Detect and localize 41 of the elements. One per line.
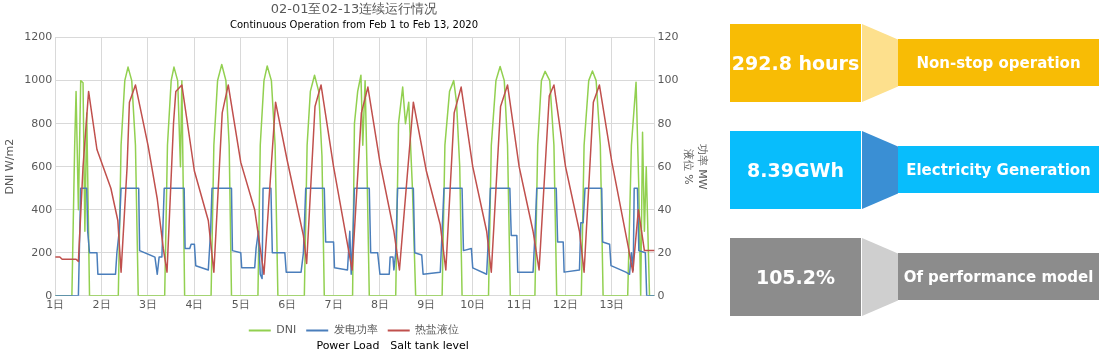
x-tick-label: 11日 <box>506 298 532 312</box>
y2-tick-label: 40 <box>657 202 672 216</box>
x-tick-label: 2日 <box>92 298 111 312</box>
y-tick-label: 1000 <box>24 73 53 87</box>
text: Of performance model <box>898 253 1099 300</box>
y2-tick-label: 100 <box>657 73 679 87</box>
y-axis-title: DNI W/m2 <box>3 138 17 195</box>
text: Non-stop operation <box>898 39 1099 86</box>
text: 8.39GWh <box>730 131 861 209</box>
legend-label: DNI <box>276 323 297 337</box>
x-tick-label: 7日 <box>324 298 343 312</box>
y2-tick-label: 60 <box>657 159 672 173</box>
x-tick-label: 6日 <box>278 298 297 312</box>
x-tick-label: 12日 <box>553 298 579 312</box>
x-tick-label: 8日 <box>370 298 389 312</box>
y2-tick-label: 20 <box>657 245 672 259</box>
text: Electricity Generation <box>898 146 1099 193</box>
chart-subtitle: Continuous Operation from Feb 1 to Feb 13, 2020 <box>229 19 479 31</box>
y-tick-label: 600 <box>31 159 53 173</box>
x-tick-label: 9日 <box>417 298 436 312</box>
x-tick-label: 1日 <box>46 298 65 312</box>
y-tick-label: 200 <box>31 245 53 259</box>
y-tick-label: 400 <box>31 202 53 216</box>
y2-tick-label: 120 <box>657 30 679 44</box>
x-tick-label: 3日 <box>138 298 157 312</box>
chart-title: 02-01至02-13连续运行情况 <box>270 1 438 17</box>
x-tick-label: 13日 <box>599 298 625 312</box>
y2-tick-label: 80 <box>657 116 672 130</box>
legend-label: 发电功率 <box>333 323 378 337</box>
legend-label: 热盐液位 <box>415 323 460 337</box>
x-tick-label: 5日 <box>231 298 250 312</box>
text: Power Load <box>316 339 380 353</box>
text: 105.2% <box>730 238 861 316</box>
x-tick-label: 10日 <box>460 298 486 312</box>
y2-axis-title: 功率 MW 液位 % <box>682 143 709 190</box>
y2-tick-label: 0 <box>657 288 665 302</box>
y-tick-label: 800 <box>31 116 53 130</box>
text: 292.8 hours <box>730 24 861 102</box>
x-tick-label: 4日 <box>185 298 204 312</box>
y-tick-label: 1200 <box>24 30 53 44</box>
text: Salt tank level <box>390 339 469 353</box>
